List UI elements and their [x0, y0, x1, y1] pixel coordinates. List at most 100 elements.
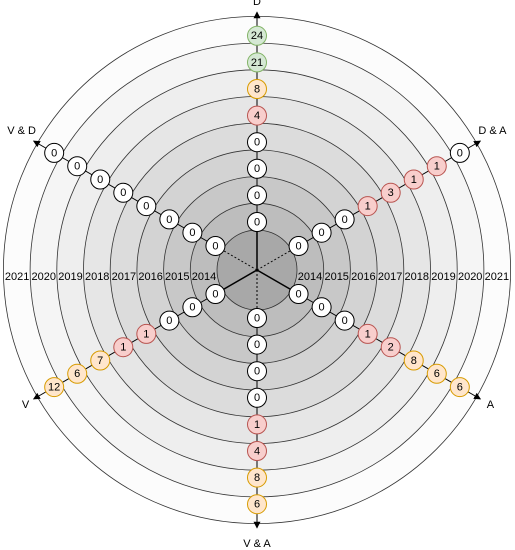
value-marker — [380, 182, 401, 203]
value-marker — [205, 284, 226, 304]
value-label: 1 — [411, 174, 417, 186]
value-marker — [247, 79, 267, 99]
value-label: 0 — [166, 214, 172, 226]
year-label: 2017 — [378, 271, 402, 283]
axis-label: D & A — [478, 125, 507, 137]
value-label: 0 — [254, 339, 260, 351]
value-marker — [247, 494, 267, 515]
value-label: 0 — [296, 288, 302, 300]
value-label: 0 — [254, 366, 260, 378]
value-label: 24 — [251, 30, 263, 42]
year-label: 2021 — [5, 271, 29, 283]
value-marker — [403, 169, 424, 190]
value-label: 6 — [254, 499, 260, 511]
value-label: 0 — [254, 392, 260, 404]
center-divider — [221, 269, 258, 291]
value-label: 0 — [189, 227, 195, 239]
value-marker — [247, 52, 267, 73]
year-label: 2014 — [298, 271, 322, 283]
value-label: 0 — [342, 315, 348, 327]
value-marker — [205, 236, 226, 256]
value-label: 0 — [319, 302, 325, 314]
value-marker — [113, 337, 134, 358]
year-label: 2018 — [85, 271, 109, 283]
year-label: 2020 — [458, 271, 482, 283]
value-label: 0 — [254, 312, 260, 324]
value-label: 8 — [254, 472, 260, 484]
year-label: 2018 — [405, 271, 429, 283]
value-marker — [67, 363, 88, 384]
value-marker — [311, 297, 332, 318]
value-label: 0 — [342, 214, 348, 226]
value-label: 1 — [120, 342, 126, 354]
axis-label: V — [22, 399, 30, 411]
value-label: 1 — [143, 328, 149, 340]
value-marker — [334, 310, 355, 331]
center-divider — [256, 269, 293, 291]
value-marker — [90, 169, 111, 190]
value-label: 0 — [457, 147, 463, 159]
value-marker — [311, 222, 332, 243]
value-marker — [449, 142, 470, 163]
value-label: 2 — [388, 342, 394, 354]
value-label: 4 — [254, 110, 260, 122]
value-label: 4 — [254, 445, 260, 457]
value-label: 0 — [296, 240, 302, 252]
value-label: 1 — [365, 201, 371, 213]
value-label: 0 — [319, 227, 325, 239]
value-marker — [247, 334, 267, 355]
value-marker — [44, 377, 65, 398]
year-label: 2019 — [58, 271, 82, 283]
value-label: 0 — [120, 187, 126, 199]
value-marker — [247, 414, 267, 435]
year-label: 2021 — [485, 271, 509, 283]
value-marker — [182, 297, 203, 318]
value-marker — [247, 308, 267, 328]
value-marker — [247, 387, 267, 408]
year-label: 2016 — [351, 271, 375, 283]
value-label: 0 — [189, 302, 195, 314]
year-label: 2014 — [192, 271, 216, 283]
value-label: 0 — [254, 190, 260, 202]
value-marker — [288, 236, 309, 256]
value-marker — [247, 158, 267, 179]
value-label: 0 — [74, 161, 80, 173]
value-marker — [67, 156, 88, 177]
value-marker — [334, 209, 355, 230]
axis-label: V & D — [7, 125, 36, 137]
value-marker — [426, 363, 447, 384]
value-marker — [247, 467, 267, 488]
value-marker — [136, 323, 157, 344]
markers: 0000482124000131100001286600001486000117… — [44, 25, 470, 515]
axis-label: D — [253, 0, 261, 8]
value-label: 0 — [97, 174, 103, 186]
value-label: 0 — [254, 216, 260, 228]
value-marker — [90, 350, 111, 371]
value-label: 3 — [388, 187, 394, 199]
value-marker — [136, 196, 157, 217]
axis-label: V & A — [243, 538, 271, 550]
value-label: 6 — [434, 368, 440, 380]
value-marker — [44, 142, 65, 163]
value-marker — [380, 337, 401, 358]
year-label: 2016 — [138, 271, 162, 283]
value-marker — [182, 222, 203, 243]
year-label: 2020 — [32, 271, 56, 283]
axis-label: A — [487, 399, 495, 411]
value-label: 1 — [365, 328, 371, 340]
value-label: 0 — [143, 201, 149, 213]
value-marker — [426, 156, 447, 177]
value-label: 8 — [411, 355, 417, 367]
value-label: 8 — [254, 83, 260, 95]
value-marker — [159, 209, 180, 230]
value-marker — [247, 105, 267, 126]
value-label: 0 — [212, 240, 218, 252]
value-marker — [288, 284, 309, 304]
value-marker — [247, 132, 267, 153]
value-marker — [357, 196, 378, 217]
value-marker — [247, 185, 267, 206]
year-label: 2015 — [324, 271, 348, 283]
value-label: 7 — [97, 355, 103, 367]
year-label: 2019 — [431, 271, 455, 283]
